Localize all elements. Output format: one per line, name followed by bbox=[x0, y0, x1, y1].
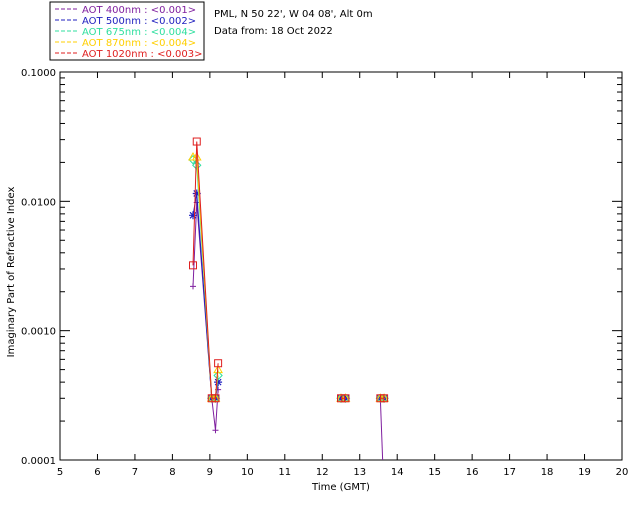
marker-diamond bbox=[192, 160, 202, 170]
series-4 bbox=[189, 137, 389, 403]
legend-entry-870: AOT 870nm : <0.004> bbox=[55, 38, 196, 49]
x-tick-label: 6 bbox=[94, 467, 100, 478]
x-axis: 5 6 7 8 9 10 11 12 13 14 15 16 17 18 19 20 bbox=[57, 72, 629, 478]
marker-square bbox=[211, 394, 220, 403]
data-date-text: Data from: 18 Oct 2022 bbox=[214, 26, 333, 37]
x-tick-label: 12 bbox=[316, 467, 329, 478]
x-tick-label: 13 bbox=[353, 467, 366, 478]
marker-square bbox=[192, 137, 201, 146]
legend-label-1020: AOT 1020nm : <0.003> bbox=[82, 49, 202, 60]
x-tick-label: 16 bbox=[466, 467, 479, 478]
x-tick-label: 18 bbox=[541, 467, 554, 478]
x-tick-label: 19 bbox=[578, 467, 591, 478]
x-tick-label: 10 bbox=[241, 467, 254, 478]
plot-frame bbox=[59, 71, 623, 461]
y-axis-title: Imaginary Part of Refractive Index bbox=[6, 187, 17, 358]
x-tick-label: 8 bbox=[169, 467, 175, 478]
x-tick-label: 5 bbox=[57, 467, 63, 478]
x-tick-label: 9 bbox=[207, 467, 213, 478]
legend-label-675: AOT 675nm : <0.004> bbox=[82, 27, 196, 38]
marker-plus bbox=[212, 427, 219, 434]
marker-asterisk bbox=[189, 211, 198, 220]
y-axis: 0.0001 0.0010 0.0100 0.1000 bbox=[21, 68, 622, 467]
legend-entry-400: AOT 400nm : <0.001> bbox=[55, 5, 196, 16]
legend-label-870: AOT 870nm : <0.004> bbox=[82, 38, 196, 49]
series-1 bbox=[189, 189, 389, 403]
y-tick-label: 0.1000 bbox=[21, 68, 56, 79]
x-tick-label: 14 bbox=[391, 467, 404, 478]
marker-asterisk bbox=[192, 189, 201, 198]
legend: AOT 400nm : <0.001> AOT 500nm : <0.002> … bbox=[49, 1, 205, 61]
marker-square bbox=[337, 394, 345, 403]
legend-entry-675: AOT 675nm : <0.004> bbox=[55, 27, 196, 38]
marker-triangle bbox=[191, 152, 202, 161]
x-tick-label: 11 bbox=[278, 467, 291, 478]
series-3 bbox=[188, 152, 389, 402]
marker-square bbox=[380, 394, 389, 403]
x-tick-label: 17 bbox=[503, 467, 516, 478]
marker-square bbox=[189, 261, 198, 270]
y-tick-label: 0.0001 bbox=[21, 456, 56, 467]
y-tick-label: 0.0010 bbox=[21, 327, 56, 338]
series-2 bbox=[188, 154, 389, 403]
x-tick-label: 20 bbox=[616, 467, 629, 478]
marker-square bbox=[214, 359, 223, 368]
x-tick-label: 7 bbox=[132, 467, 138, 478]
marker-plus bbox=[190, 283, 197, 290]
y-tick-label: 0.0100 bbox=[21, 197, 56, 208]
legend-label-400: AOT 400nm : <0.001> bbox=[82, 5, 196, 16]
legend-entry-1020: AOT 1020nm : <0.003> bbox=[55, 49, 202, 60]
marker-asterisk bbox=[214, 378, 223, 387]
series-line bbox=[379, 398, 384, 460]
x-tick-label: 15 bbox=[428, 467, 441, 478]
series-layer bbox=[188, 137, 389, 460]
legend-label-500: AOT 500nm : <0.002> bbox=[82, 16, 196, 27]
marker-diamond bbox=[213, 370, 223, 381]
x-axis-title: Time (GMT) bbox=[311, 482, 370, 493]
location-text: PML, N 50 22', W 04 08', Alt 0m bbox=[214, 9, 373, 20]
marker-square bbox=[341, 394, 350, 403]
marker-triangle bbox=[213, 364, 223, 374]
legend-entry-500: AOT 500nm : <0.002> bbox=[55, 16, 196, 27]
series-0 bbox=[190, 199, 384, 460]
